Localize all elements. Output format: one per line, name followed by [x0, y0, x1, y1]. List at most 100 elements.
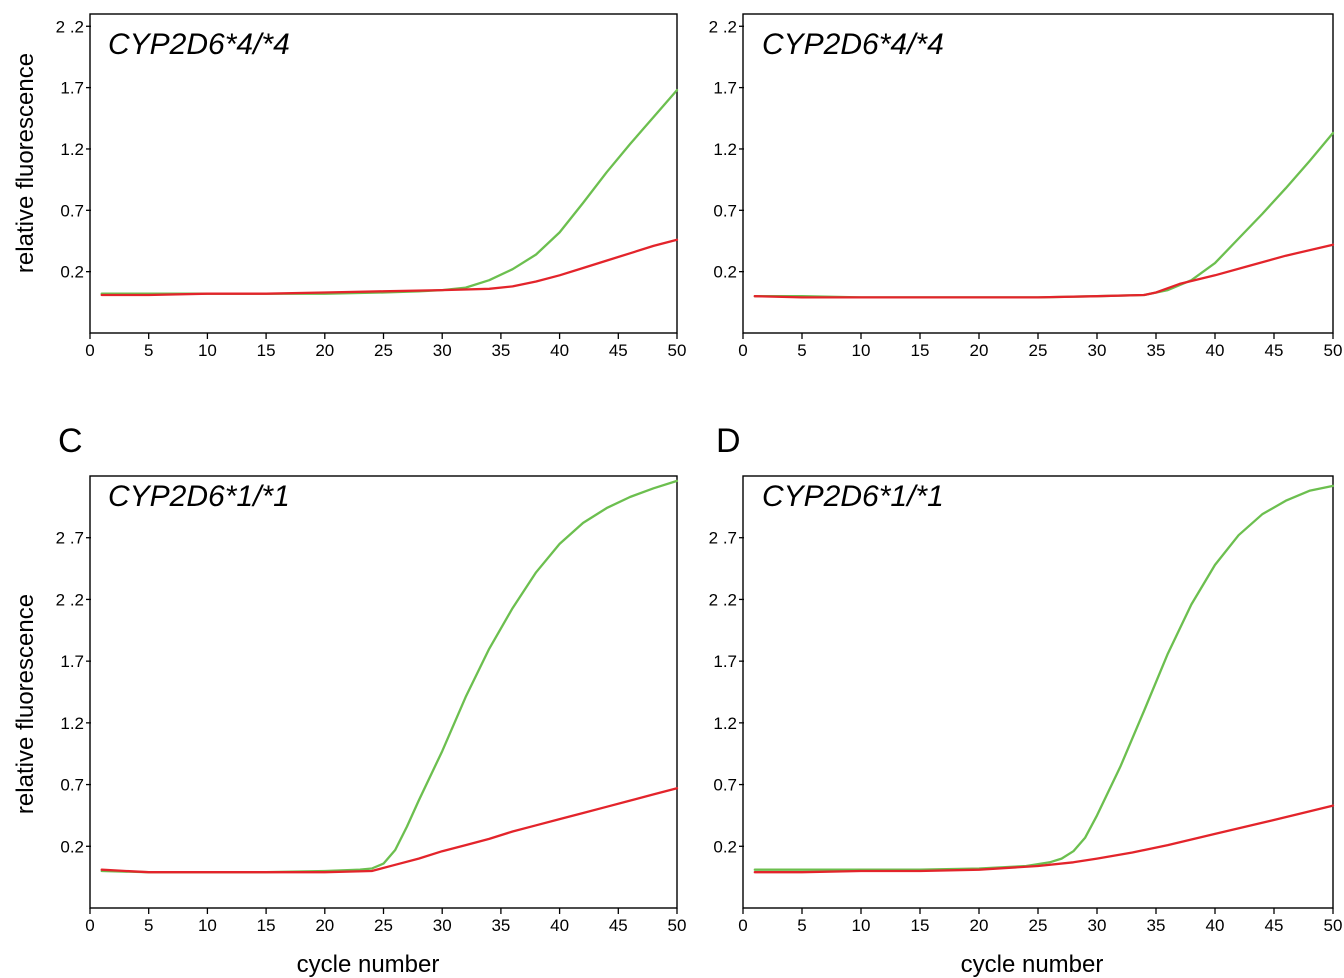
x-tick-label: 5 — [797, 916, 806, 935]
y-tick-label: 1.7 — [713, 652, 737, 671]
tick-layer: 0 5 10 15 20 25 30 35 40 45 50 0.2 0.7 1.2 1.7 2 .2 2 .7 — [709, 529, 1343, 935]
x-tick-label: 10 — [852, 916, 871, 935]
x-tick-label: 10 — [198, 341, 217, 360]
series-layer — [100, 479, 679, 874]
x-tick-label: 50 — [1324, 341, 1343, 360]
series-layer — [100, 88, 679, 297]
panel-letter-c: C — [58, 422, 83, 460]
x-tick-label: 50 — [668, 916, 687, 935]
y-axis-title-top: relative fluorescence — [12, 53, 39, 273]
x-tick-label: 30 — [433, 916, 452, 935]
x-tick-label: 40 — [1206, 916, 1225, 935]
tick-layer: 0 5 10 15 20 25 30 35 40 45 50 0.2 0.7 1.2 1.7 2 .2 2 .7 — [56, 529, 687, 935]
x-tick-label: 40 — [1206, 341, 1225, 360]
x-axis-title-right: cycle number — [961, 951, 1104, 978]
y-tick-label: 0.2 — [713, 837, 737, 856]
panel-a: CYP2D6*4/*4 0 5 10 15 20 25 30 35 40 45 50 0.2 0.7 1.… — [56, 13, 687, 360]
x-axis-title-left: cycle number — [297, 951, 440, 978]
x-tick-label: 25 — [1029, 341, 1048, 360]
x-tick-label: 35 — [1147, 341, 1166, 360]
x-tick-label: 5 — [797, 341, 806, 360]
series-line-green — [100, 479, 679, 874]
y-axis-title-bottom: relative fluorescence — [12, 594, 39, 814]
x-tick-label: 0 — [738, 341, 747, 360]
y-tick-label: 1.7 — [60, 652, 84, 671]
y-tick-label: 0.7 — [60, 776, 84, 795]
series-layer — [753, 131, 1335, 299]
x-tick-label: 0 — [85, 916, 94, 935]
plot-frame — [742, 13, 1334, 334]
series-line-red — [100, 238, 679, 297]
panel-c: CYP2D6*1/*1 0 5 10 15 20 25 30 35 40 45 50 0.2 0.7 1.… — [56, 475, 687, 935]
y-tick-label: 1.2 — [60, 140, 84, 159]
x-tick-label: 40 — [550, 341, 569, 360]
x-tick-label: 5 — [144, 916, 153, 935]
x-tick-label: 10 — [852, 341, 871, 360]
series-line-red — [753, 804, 1335, 874]
x-tick-label: 15 — [257, 916, 276, 935]
series-line-green — [100, 88, 679, 295]
x-tick-label: 15 — [257, 341, 276, 360]
x-tick-label: 30 — [433, 341, 452, 360]
x-tick-label: 25 — [1029, 916, 1048, 935]
panel-title: CYP2D6*4/*4 — [762, 28, 944, 61]
y-tick-label: 2 .7 — [56, 529, 84, 548]
y-tick-label: 1.2 — [713, 714, 737, 733]
y-tick-label: 2 .2 — [56, 590, 84, 609]
x-tick-label: 25 — [374, 341, 393, 360]
y-tick-label: 0.2 — [713, 263, 737, 282]
x-tick-label: 20 — [315, 341, 334, 360]
y-tick-label: 1.7 — [713, 79, 737, 98]
panel-title: CYP2D6*1/*1 — [762, 480, 944, 513]
plot-frame — [89, 13, 678, 334]
series-line-red — [100, 787, 679, 874]
x-tick-label: 45 — [1265, 916, 1284, 935]
plot-frame — [742, 475, 1334, 909]
x-tick-label: 20 — [970, 916, 989, 935]
y-tick-label: 2 .7 — [709, 529, 737, 548]
y-tick-label: 0.2 — [60, 263, 84, 282]
y-tick-label: 0.2 — [60, 837, 84, 856]
y-tick-label: 0.7 — [713, 776, 737, 795]
x-tick-label: 0 — [738, 916, 747, 935]
x-tick-label: 5 — [144, 341, 153, 360]
plot-frame — [89, 475, 678, 909]
panel-title: CYP2D6*1/*1 — [108, 480, 290, 513]
y-tick-label: 1.7 — [60, 79, 84, 98]
x-tick-label: 10 — [198, 916, 217, 935]
series-layer — [753, 484, 1335, 874]
x-tick-label: 35 — [1147, 916, 1166, 935]
x-tick-label: 25 — [374, 916, 393, 935]
panel-b: CYP2D6*4/*4 0 5 10 15 20 25 30 35 40 45 50 0.2 0.7 1.… — [709, 13, 1343, 360]
x-tick-label: 40 — [550, 916, 569, 935]
y-tick-label: 1.2 — [60, 714, 84, 733]
y-tick-label: 2 .2 — [709, 17, 737, 36]
x-tick-label: 45 — [1265, 341, 1284, 360]
x-tick-label: 0 — [85, 341, 94, 360]
tick-layer: 0 5 10 15 20 25 30 35 40 45 50 0.2 0.7 1.2 1.7 2 .2 — [56, 17, 687, 360]
x-tick-label: 30 — [1088, 341, 1107, 360]
y-tick-label: 0.7 — [60, 201, 84, 220]
x-tick-label: 30 — [1088, 916, 1107, 935]
y-tick-label: 2 .2 — [709, 590, 737, 609]
x-tick-label: 45 — [609, 341, 628, 360]
y-tick-label: 1.2 — [713, 140, 737, 159]
x-tick-label: 50 — [1324, 916, 1343, 935]
series-line-green — [753, 131, 1335, 299]
series-line-green — [753, 484, 1335, 871]
y-tick-label: 0.7 — [713, 201, 737, 220]
x-tick-label: 35 — [491, 341, 510, 360]
x-tick-label: 50 — [668, 341, 687, 360]
x-tick-label: 35 — [491, 916, 510, 935]
panel-title: CYP2D6*4/*4 — [108, 28, 290, 61]
x-tick-label: 15 — [911, 916, 930, 935]
x-tick-label: 20 — [970, 341, 989, 360]
x-tick-label: 15 — [911, 341, 930, 360]
tick-layer: 0 5 10 15 20 25 30 35 40 45 50 0.2 0.7 1.2 1.7 2 .2 — [709, 17, 1343, 360]
panel-letter-d: D — [716, 422, 741, 460]
panel-d: CYP2D6*1/*1 0 5 10 15 20 25 30 35 40 45 50 0.2 0.7 1.… — [709, 475, 1343, 935]
x-tick-label: 45 — [609, 916, 628, 935]
x-tick-label: 20 — [315, 916, 334, 935]
series-line-red — [753, 243, 1335, 299]
